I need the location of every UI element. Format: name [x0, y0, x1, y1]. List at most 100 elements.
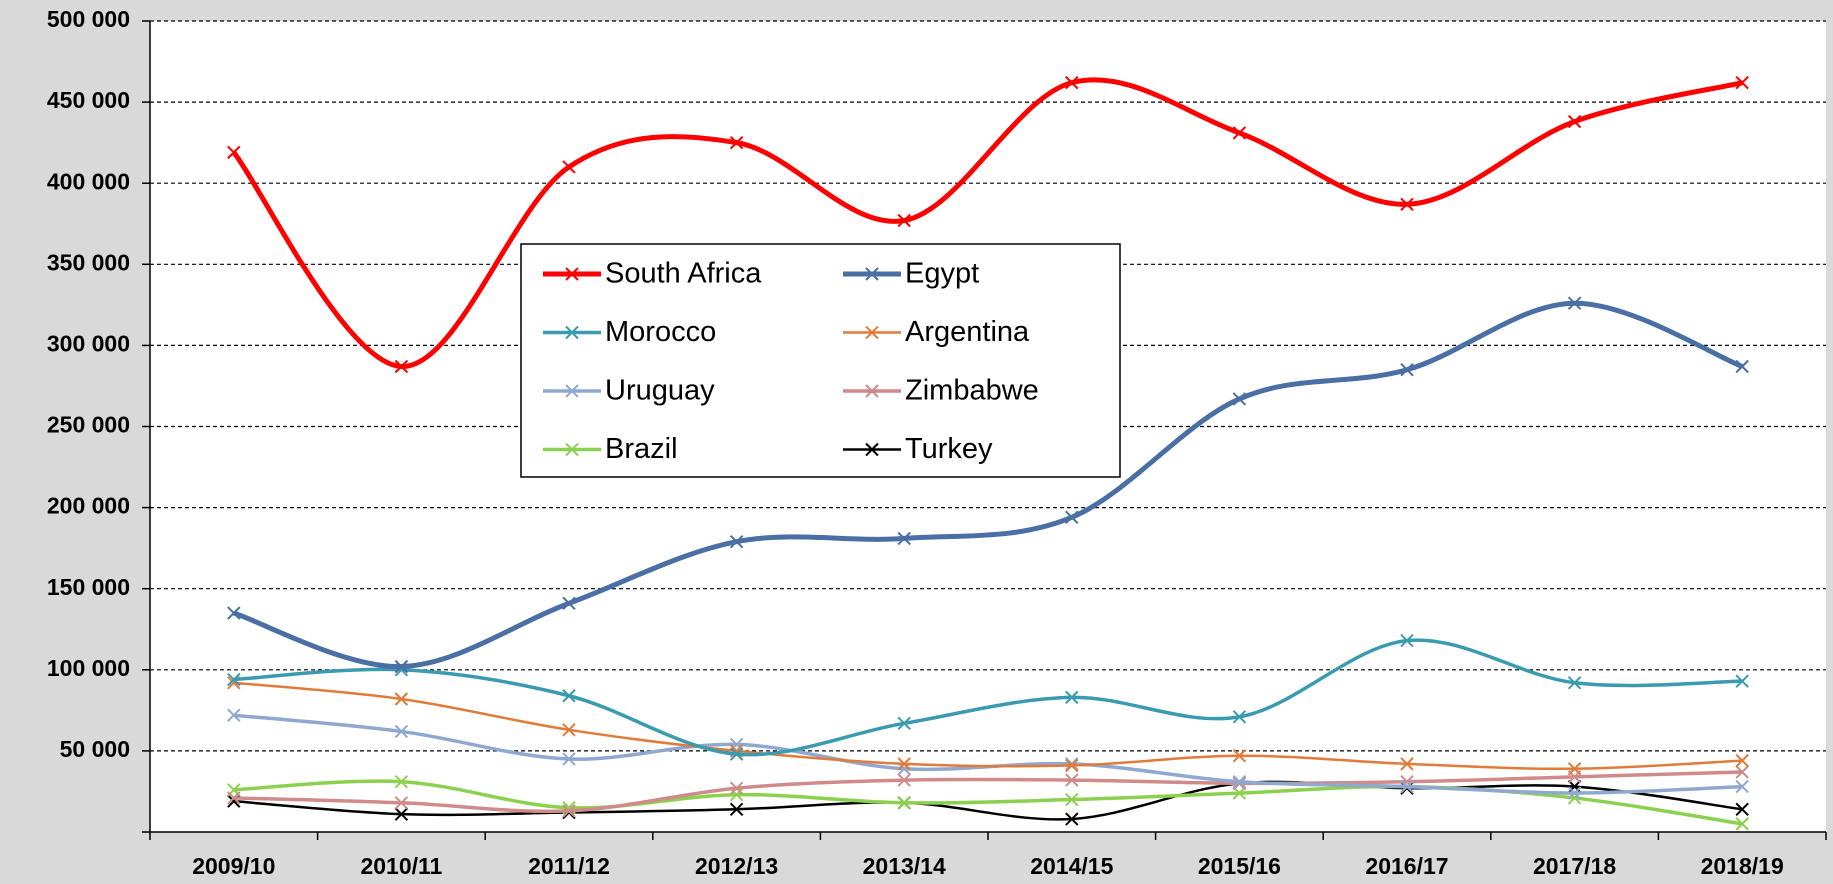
- legend-marker: [565, 442, 579, 457]
- point-marker: [394, 775, 409, 789]
- point-marker: [562, 160, 576, 174]
- series-line: [233, 713, 1743, 795]
- point-marker: [1232, 126, 1247, 140]
- point-marker: [562, 752, 576, 766]
- point-marker: [1065, 75, 1079, 90]
- y-tick-label: 450 000: [47, 87, 130, 113]
- point-marker: [897, 531, 911, 546]
- point-marker: [729, 802, 744, 816]
- x-tick-label: 2018/19: [1701, 853, 1784, 879]
- series-line: [233, 638, 1743, 757]
- point-marker: [227, 145, 241, 160]
- point-marker: [1400, 363, 1414, 377]
- point-marker: [1065, 690, 1079, 705]
- point-marker: [1065, 510, 1079, 525]
- point-marker: [1735, 674, 1749, 688]
- point-marker: [562, 723, 576, 737]
- legend-marker: [865, 267, 879, 281]
- point-marker: [1567, 114, 1582, 129]
- point-marker: [394, 796, 409, 810]
- point-marker: [897, 796, 911, 810]
- point-marker: [729, 747, 744, 761]
- x-tick-label: 2013/14: [863, 853, 946, 879]
- point-marker: [1232, 392, 1247, 406]
- point-marker: [1400, 197, 1414, 211]
- series-line: [233, 770, 1743, 814]
- y-tick-label: 500 000: [47, 6, 130, 32]
- point-marker: [1567, 676, 1582, 690]
- x-tick-label: 2014/15: [1030, 853, 1113, 879]
- point-marker: [1735, 817, 1749, 831]
- legend-label: Turkey: [905, 433, 993, 465]
- point-marker: [562, 689, 576, 703]
- series-line: [233, 300, 1744, 670]
- point-marker: [1567, 762, 1582, 776]
- y-tick-label: 50 000: [60, 736, 130, 762]
- y-tick-label: 150 000: [47, 574, 130, 600]
- x-tick-label: 2015/16: [1198, 853, 1281, 879]
- point-marker: [1065, 812, 1079, 826]
- point-marker: [1735, 359, 1749, 374]
- point-marker: [897, 773, 911, 787]
- x-tick-label: 2016/17: [1365, 853, 1448, 879]
- point-marker: [1232, 786, 1247, 800]
- y-tick-label: 250 000: [47, 412, 130, 438]
- point-marker: [562, 596, 576, 611]
- point-marker: [394, 659, 409, 674]
- point-marker: [1232, 710, 1247, 724]
- legend-marker: [565, 384, 579, 398]
- legend-label: South Africa: [605, 258, 762, 290]
- legend-marker: [865, 442, 879, 457]
- point-marker: [1400, 757, 1414, 771]
- series-line: [231, 77, 1743, 369]
- point-marker: [1735, 75, 1749, 90]
- point-marker: [227, 606, 241, 620]
- y-tick-label: 350 000: [47, 249, 130, 275]
- legend-label: Egypt: [905, 258, 979, 290]
- point-marker: [897, 716, 911, 731]
- point-marker: [1735, 779, 1749, 794]
- legend-label: Argentina: [905, 316, 1030, 348]
- point-marker: [1065, 792, 1079, 807]
- point-marker: [394, 724, 409, 739]
- point-marker: [394, 807, 409, 821]
- point-marker: [562, 804, 576, 818]
- legend-label: Zimbabwe: [905, 375, 1039, 407]
- point-marker: [1735, 753, 1749, 768]
- x-tick-label: 2012/13: [695, 853, 778, 879]
- point-marker: [897, 213, 911, 228]
- point-marker: [729, 787, 744, 802]
- point-marker: [1065, 758, 1079, 773]
- legend-marker: [865, 384, 879, 398]
- point-marker: [729, 781, 744, 795]
- x-tick-label: 2009/10: [192, 853, 275, 879]
- point-marker: [227, 672, 241, 687]
- point-marker: [1735, 802, 1749, 816]
- legend-marker: [565, 267, 579, 281]
- point-marker: [227, 708, 241, 722]
- point-marker: [1567, 786, 1582, 800]
- point-marker: [729, 737, 744, 752]
- point-marker: [729, 534, 744, 549]
- x-tick-label: 2010/11: [360, 853, 442, 879]
- point-marker: [1232, 775, 1247, 789]
- legend-marker: [565, 325, 579, 340]
- legend-box: [520, 243, 1121, 478]
- point-marker: [1065, 757, 1079, 771]
- point-marker: [1567, 296, 1582, 310]
- point-marker: [394, 692, 409, 706]
- point-marker: [1735, 765, 1749, 779]
- y-tick-label: 400 000: [47, 168, 130, 194]
- point-marker: [897, 757, 911, 771]
- point-marker: [1567, 779, 1582, 794]
- point-marker: [394, 359, 409, 374]
- series-line: [233, 681, 1743, 771]
- point-marker: [729, 135, 744, 150]
- x-tick-label: 2011/12: [528, 853, 610, 879]
- point-marker: [1400, 633, 1414, 648]
- y-tick-label: 200 000: [47, 493, 130, 519]
- y-tick-label: 300 000: [47, 330, 130, 356]
- legend-label: Uruguay: [605, 375, 715, 407]
- legend-label: Brazil: [605, 433, 678, 465]
